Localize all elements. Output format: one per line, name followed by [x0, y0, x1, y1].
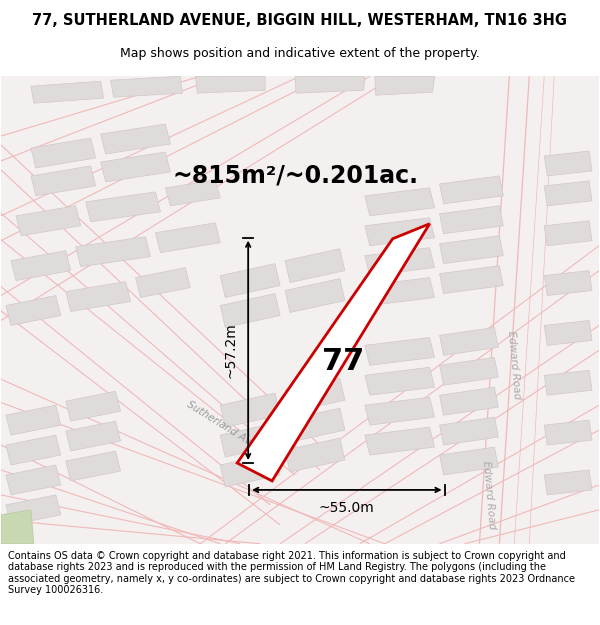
- Polygon shape: [220, 453, 280, 487]
- Polygon shape: [365, 398, 434, 425]
- Polygon shape: [101, 124, 170, 154]
- Polygon shape: [237, 224, 430, 481]
- Polygon shape: [295, 76, 365, 93]
- Polygon shape: [31, 138, 95, 168]
- Polygon shape: [76, 237, 151, 267]
- Polygon shape: [6, 495, 61, 525]
- Polygon shape: [6, 296, 61, 326]
- Polygon shape: [440, 328, 499, 356]
- Polygon shape: [440, 266, 503, 294]
- Polygon shape: [66, 282, 131, 311]
- Polygon shape: [365, 278, 434, 306]
- Polygon shape: [285, 249, 345, 282]
- Polygon shape: [66, 451, 121, 481]
- Polygon shape: [440, 357, 499, 385]
- Polygon shape: [101, 152, 170, 182]
- Polygon shape: [544, 271, 592, 296]
- Polygon shape: [285, 279, 345, 312]
- Polygon shape: [285, 378, 345, 412]
- Polygon shape: [375, 76, 434, 95]
- Polygon shape: [220, 294, 280, 328]
- Polygon shape: [544, 470, 592, 495]
- Polygon shape: [220, 423, 280, 457]
- Polygon shape: [440, 447, 499, 475]
- Polygon shape: [110, 76, 182, 97]
- Text: ~55.0m: ~55.0m: [319, 501, 375, 515]
- Text: Edward Road: Edward Road: [506, 331, 522, 400]
- Polygon shape: [440, 236, 503, 264]
- Text: ~815m²/~0.201ac.: ~815m²/~0.201ac.: [172, 164, 418, 188]
- Polygon shape: [155, 222, 220, 253]
- Polygon shape: [544, 420, 592, 445]
- Text: Sutherland Avenue: Sutherland Avenue: [185, 399, 275, 461]
- Polygon shape: [1, 76, 599, 544]
- Polygon shape: [196, 76, 265, 93]
- Polygon shape: [6, 405, 61, 435]
- Text: 77: 77: [322, 347, 364, 376]
- Polygon shape: [136, 268, 190, 298]
- Polygon shape: [166, 180, 220, 206]
- Polygon shape: [544, 221, 592, 246]
- Polygon shape: [365, 368, 434, 395]
- Polygon shape: [544, 370, 592, 395]
- Polygon shape: [440, 417, 499, 445]
- Polygon shape: [544, 321, 592, 346]
- Text: ~57.2m: ~57.2m: [223, 322, 237, 378]
- Text: 77, SUTHERLAND AVENUE, BIGGIN HILL, WESTERHAM, TN16 3HG: 77, SUTHERLAND AVENUE, BIGGIN HILL, WEST…: [32, 13, 568, 28]
- Polygon shape: [6, 465, 61, 495]
- Polygon shape: [544, 151, 592, 176]
- Polygon shape: [11, 251, 71, 281]
- Polygon shape: [440, 206, 503, 234]
- Text: Contains OS data © Crown copyright and database right 2021. This information is : Contains OS data © Crown copyright and d…: [8, 551, 575, 596]
- Polygon shape: [285, 408, 345, 442]
- Text: Map shows position and indicative extent of the property.: Map shows position and indicative extent…: [120, 47, 480, 59]
- Polygon shape: [16, 206, 81, 236]
- Polygon shape: [365, 427, 434, 455]
- Polygon shape: [31, 81, 104, 103]
- Polygon shape: [544, 181, 592, 206]
- Polygon shape: [6, 435, 61, 465]
- Polygon shape: [365, 248, 434, 276]
- Polygon shape: [440, 388, 499, 415]
- Polygon shape: [31, 166, 95, 196]
- Polygon shape: [1, 510, 34, 544]
- Polygon shape: [220, 393, 280, 427]
- Polygon shape: [365, 217, 434, 246]
- Polygon shape: [86, 192, 160, 222]
- Polygon shape: [365, 188, 434, 216]
- Polygon shape: [66, 421, 121, 451]
- Text: Edward Road: Edward Road: [481, 460, 497, 529]
- Polygon shape: [285, 438, 345, 472]
- Polygon shape: [365, 338, 434, 366]
- Polygon shape: [440, 176, 503, 204]
- Polygon shape: [66, 391, 121, 421]
- Polygon shape: [220, 264, 280, 298]
